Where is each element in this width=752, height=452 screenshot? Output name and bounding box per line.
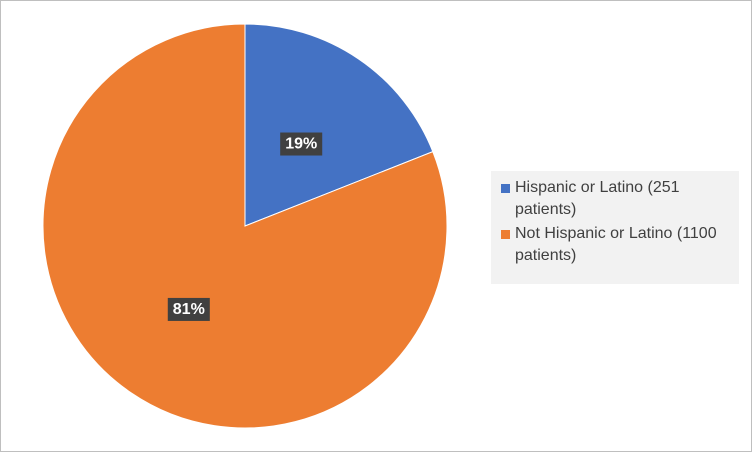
legend: Hispanic or Latino (251 patients) Not His… (491, 171, 739, 284)
legend-swatch (501, 230, 510, 239)
legend-swatch (501, 184, 510, 193)
pie-slice (42, 23, 448, 429)
pie-slice (244, 23, 434, 227)
data-label-box (167, 297, 210, 321)
data-label: 81% (173, 301, 205, 318)
data-label-group: 81% (167, 297, 210, 321)
data-label-box (280, 132, 323, 156)
legend-label: Not Hispanic or Latino (1100 patients) (515, 225, 717, 264)
legend-item: Not Hispanic or Latino (1100 patients) (501, 223, 729, 267)
legend-item: Hispanic or Latino (251 patients) (501, 177, 729, 221)
data-label-group: 19% (280, 132, 323, 156)
data-label: 19% (285, 136, 317, 153)
legend-label: Hispanic or Latino (251 patients) (515, 179, 680, 218)
